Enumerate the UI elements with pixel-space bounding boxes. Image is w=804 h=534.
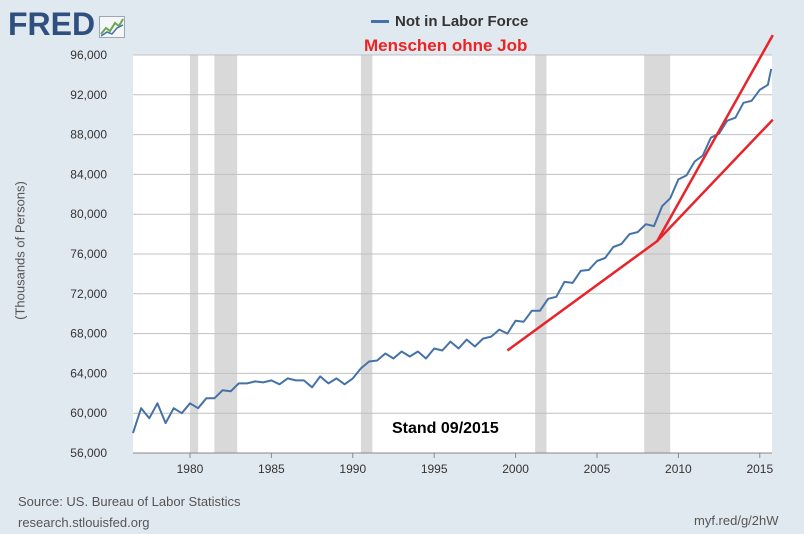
- source-text: Source: US. Bureau of Labor Statistics: [18, 494, 241, 509]
- x-tick-label: 2010: [665, 462, 692, 476]
- x-tick-label: 1985: [258, 462, 285, 476]
- series-layer: [132, 68, 773, 434]
- x-tick-label: 2015: [746, 462, 773, 476]
- annotation-title: Menschen ohne Job: [364, 36, 528, 55]
- y-tick-label: 64,000: [70, 366, 107, 380]
- x-tick-label: 2005: [584, 462, 611, 476]
- annotation-date: Stand 09/2015: [392, 420, 499, 437]
- x-tick-label: 1995: [421, 462, 448, 476]
- y-tick-label: 92,000: [70, 88, 107, 102]
- gridlines: [133, 54, 772, 454]
- x-tick-label: 1990: [339, 462, 366, 476]
- y-tick-label: 72,000: [70, 287, 107, 301]
- x-tick-label: 1980: [177, 462, 204, 476]
- line-chart-icon: [99, 16, 126, 38]
- short-url-link[interactable]: myf.red/g/2hW: [694, 513, 779, 528]
- legend-swatch: [371, 20, 389, 23]
- y-tick-label: 80,000: [70, 207, 107, 221]
- y-tick-label: 88,000: [70, 128, 107, 142]
- axis-ticks: 56,000 60,000 64,000 68,000 72,000 76,000 80,0…: [70, 48, 773, 476]
- y-tick-label: 68,000: [70, 327, 107, 341]
- y-tick-label: 56,000: [70, 446, 107, 460]
- logo-text: FRED: [8, 6, 96, 42]
- y-tick-label: 96,000: [70, 48, 107, 62]
- y-tick-label: 76,000: [70, 247, 107, 261]
- y-axis-label: (Thousands of Persons): [12, 181, 28, 320]
- trend-lines: [506, 34, 774, 352]
- legend-label: Not in Labor Force: [395, 13, 529, 30]
- series-line: [132, 68, 773, 434]
- y-tick-label: 84,000: [70, 167, 107, 181]
- x-tick-label: 2000: [502, 462, 529, 476]
- y-tick-label: 60,000: [70, 406, 107, 420]
- legend: Not in Labor Force: [371, 13, 528, 30]
- trend-line: [656, 34, 774, 242]
- fred-logo[interactable]: FRED: [8, 6, 126, 42]
- source-url-link[interactable]: research.stlouisfed.org: [18, 515, 150, 530]
